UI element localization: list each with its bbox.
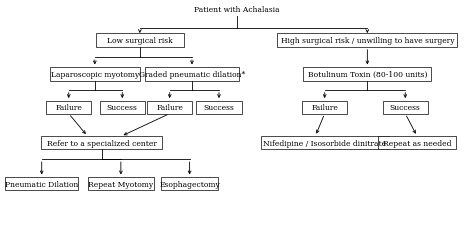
Text: Failure: Failure bbox=[55, 104, 82, 112]
FancyBboxPatch shape bbox=[161, 178, 218, 190]
Text: Success: Success bbox=[107, 104, 138, 112]
FancyBboxPatch shape bbox=[378, 137, 456, 149]
Text: Nifedipine / Isosorbide dinitrate: Nifedipine / Isosorbide dinitrate bbox=[263, 139, 386, 147]
FancyBboxPatch shape bbox=[196, 102, 242, 114]
Text: Failure: Failure bbox=[156, 104, 183, 112]
FancyBboxPatch shape bbox=[5, 178, 78, 190]
Text: Success: Success bbox=[203, 104, 235, 112]
Text: Botulinum Toxin (80-100 units): Botulinum Toxin (80-100 units) bbox=[308, 71, 427, 79]
FancyBboxPatch shape bbox=[303, 68, 431, 82]
FancyBboxPatch shape bbox=[41, 137, 162, 149]
FancyBboxPatch shape bbox=[100, 102, 145, 114]
FancyBboxPatch shape bbox=[96, 34, 183, 48]
Text: Graded pneumatic dilation*: Graded pneumatic dilation* bbox=[139, 71, 245, 79]
FancyBboxPatch shape bbox=[145, 68, 239, 82]
Text: Low surgical risk: Low surgical risk bbox=[107, 37, 173, 45]
Text: Pneumatic Dilation: Pneumatic Dilation bbox=[5, 180, 78, 188]
Text: Laparoscopic myotomy: Laparoscopic myotomy bbox=[51, 71, 139, 79]
FancyBboxPatch shape bbox=[383, 102, 428, 114]
FancyBboxPatch shape bbox=[302, 102, 347, 114]
Text: High surgical risk / unwilling to have surgery: High surgical risk / unwilling to have s… bbox=[281, 37, 454, 45]
Text: Repeat Myotomy: Repeat Myotomy bbox=[88, 180, 154, 188]
Text: Repeat as needed: Repeat as needed bbox=[383, 139, 451, 147]
Text: Success: Success bbox=[390, 104, 421, 112]
FancyBboxPatch shape bbox=[46, 102, 91, 114]
FancyBboxPatch shape bbox=[277, 34, 457, 48]
Text: Esophagectomy: Esophagectomy bbox=[159, 180, 220, 188]
FancyBboxPatch shape bbox=[147, 102, 192, 114]
FancyBboxPatch shape bbox=[261, 137, 389, 149]
FancyBboxPatch shape bbox=[50, 68, 140, 82]
Text: Failure: Failure bbox=[311, 104, 338, 112]
FancyBboxPatch shape bbox=[88, 178, 154, 190]
Text: Refer to a specialized center: Refer to a specialized center bbox=[47, 139, 157, 147]
Text: Patient with Achalasia: Patient with Achalasia bbox=[194, 6, 280, 14]
